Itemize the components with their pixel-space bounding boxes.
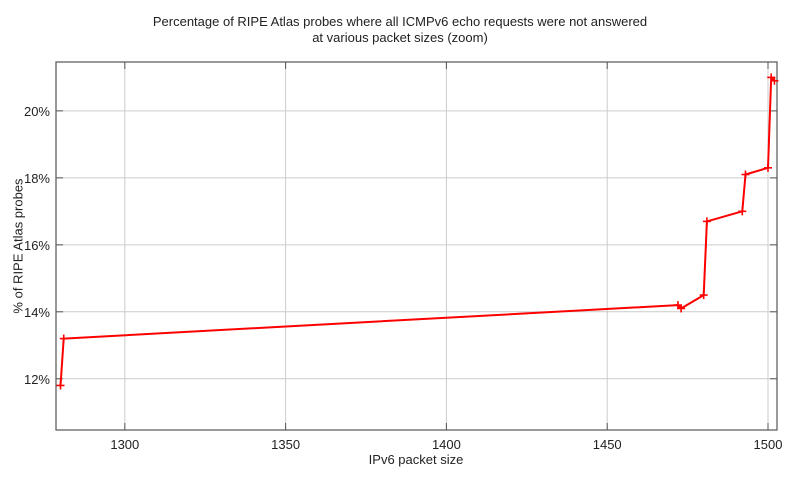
x-tick-label: 1350 <box>271 437 300 452</box>
x-tick-label: 1450 <box>593 437 622 452</box>
series-line <box>59 76 776 386</box>
data-point-marker <box>59 334 68 343</box>
chart-title-line-2: at various packet sizes (zoom) <box>312 30 488 45</box>
data-series <box>56 73 779 390</box>
data-point-marker <box>763 163 772 172</box>
y-tick-label: 14% <box>24 305 50 320</box>
x-tick-label: 1300 <box>110 437 139 452</box>
data-point-marker <box>741 170 750 179</box>
data-point-marker <box>702 217 711 226</box>
chart-title-line-1: Percentage of RIPE Atlas probes where al… <box>152 14 648 29</box>
x-axis-label: IPv6 packet size <box>368 452 464 467</box>
data-point-marker <box>770 76 779 85</box>
data-point-marker <box>699 291 708 300</box>
y-tick-label: 16% <box>24 238 50 253</box>
data-point-marker <box>738 207 747 216</box>
gridlines <box>56 62 777 430</box>
tick-labels: 1300 1350 1400 1450 1500 12% 14% 16% 18% 20% <box>24 104 782 452</box>
data-point-marker <box>56 381 65 390</box>
y-tick-label: 20% <box>24 104 50 119</box>
x-tick-label: 1500 <box>754 437 783 452</box>
x-tick-label: 1400 <box>432 437 461 452</box>
data-point-marker <box>677 304 686 313</box>
axis-ticks <box>56 62 777 430</box>
y-tick-label: 18% <box>24 171 50 186</box>
y-axis-label: % of RIPE Atlas probes <box>10 178 26 314</box>
plot-frame <box>55 61 778 431</box>
y-tick-label: 12% <box>24 372 50 387</box>
